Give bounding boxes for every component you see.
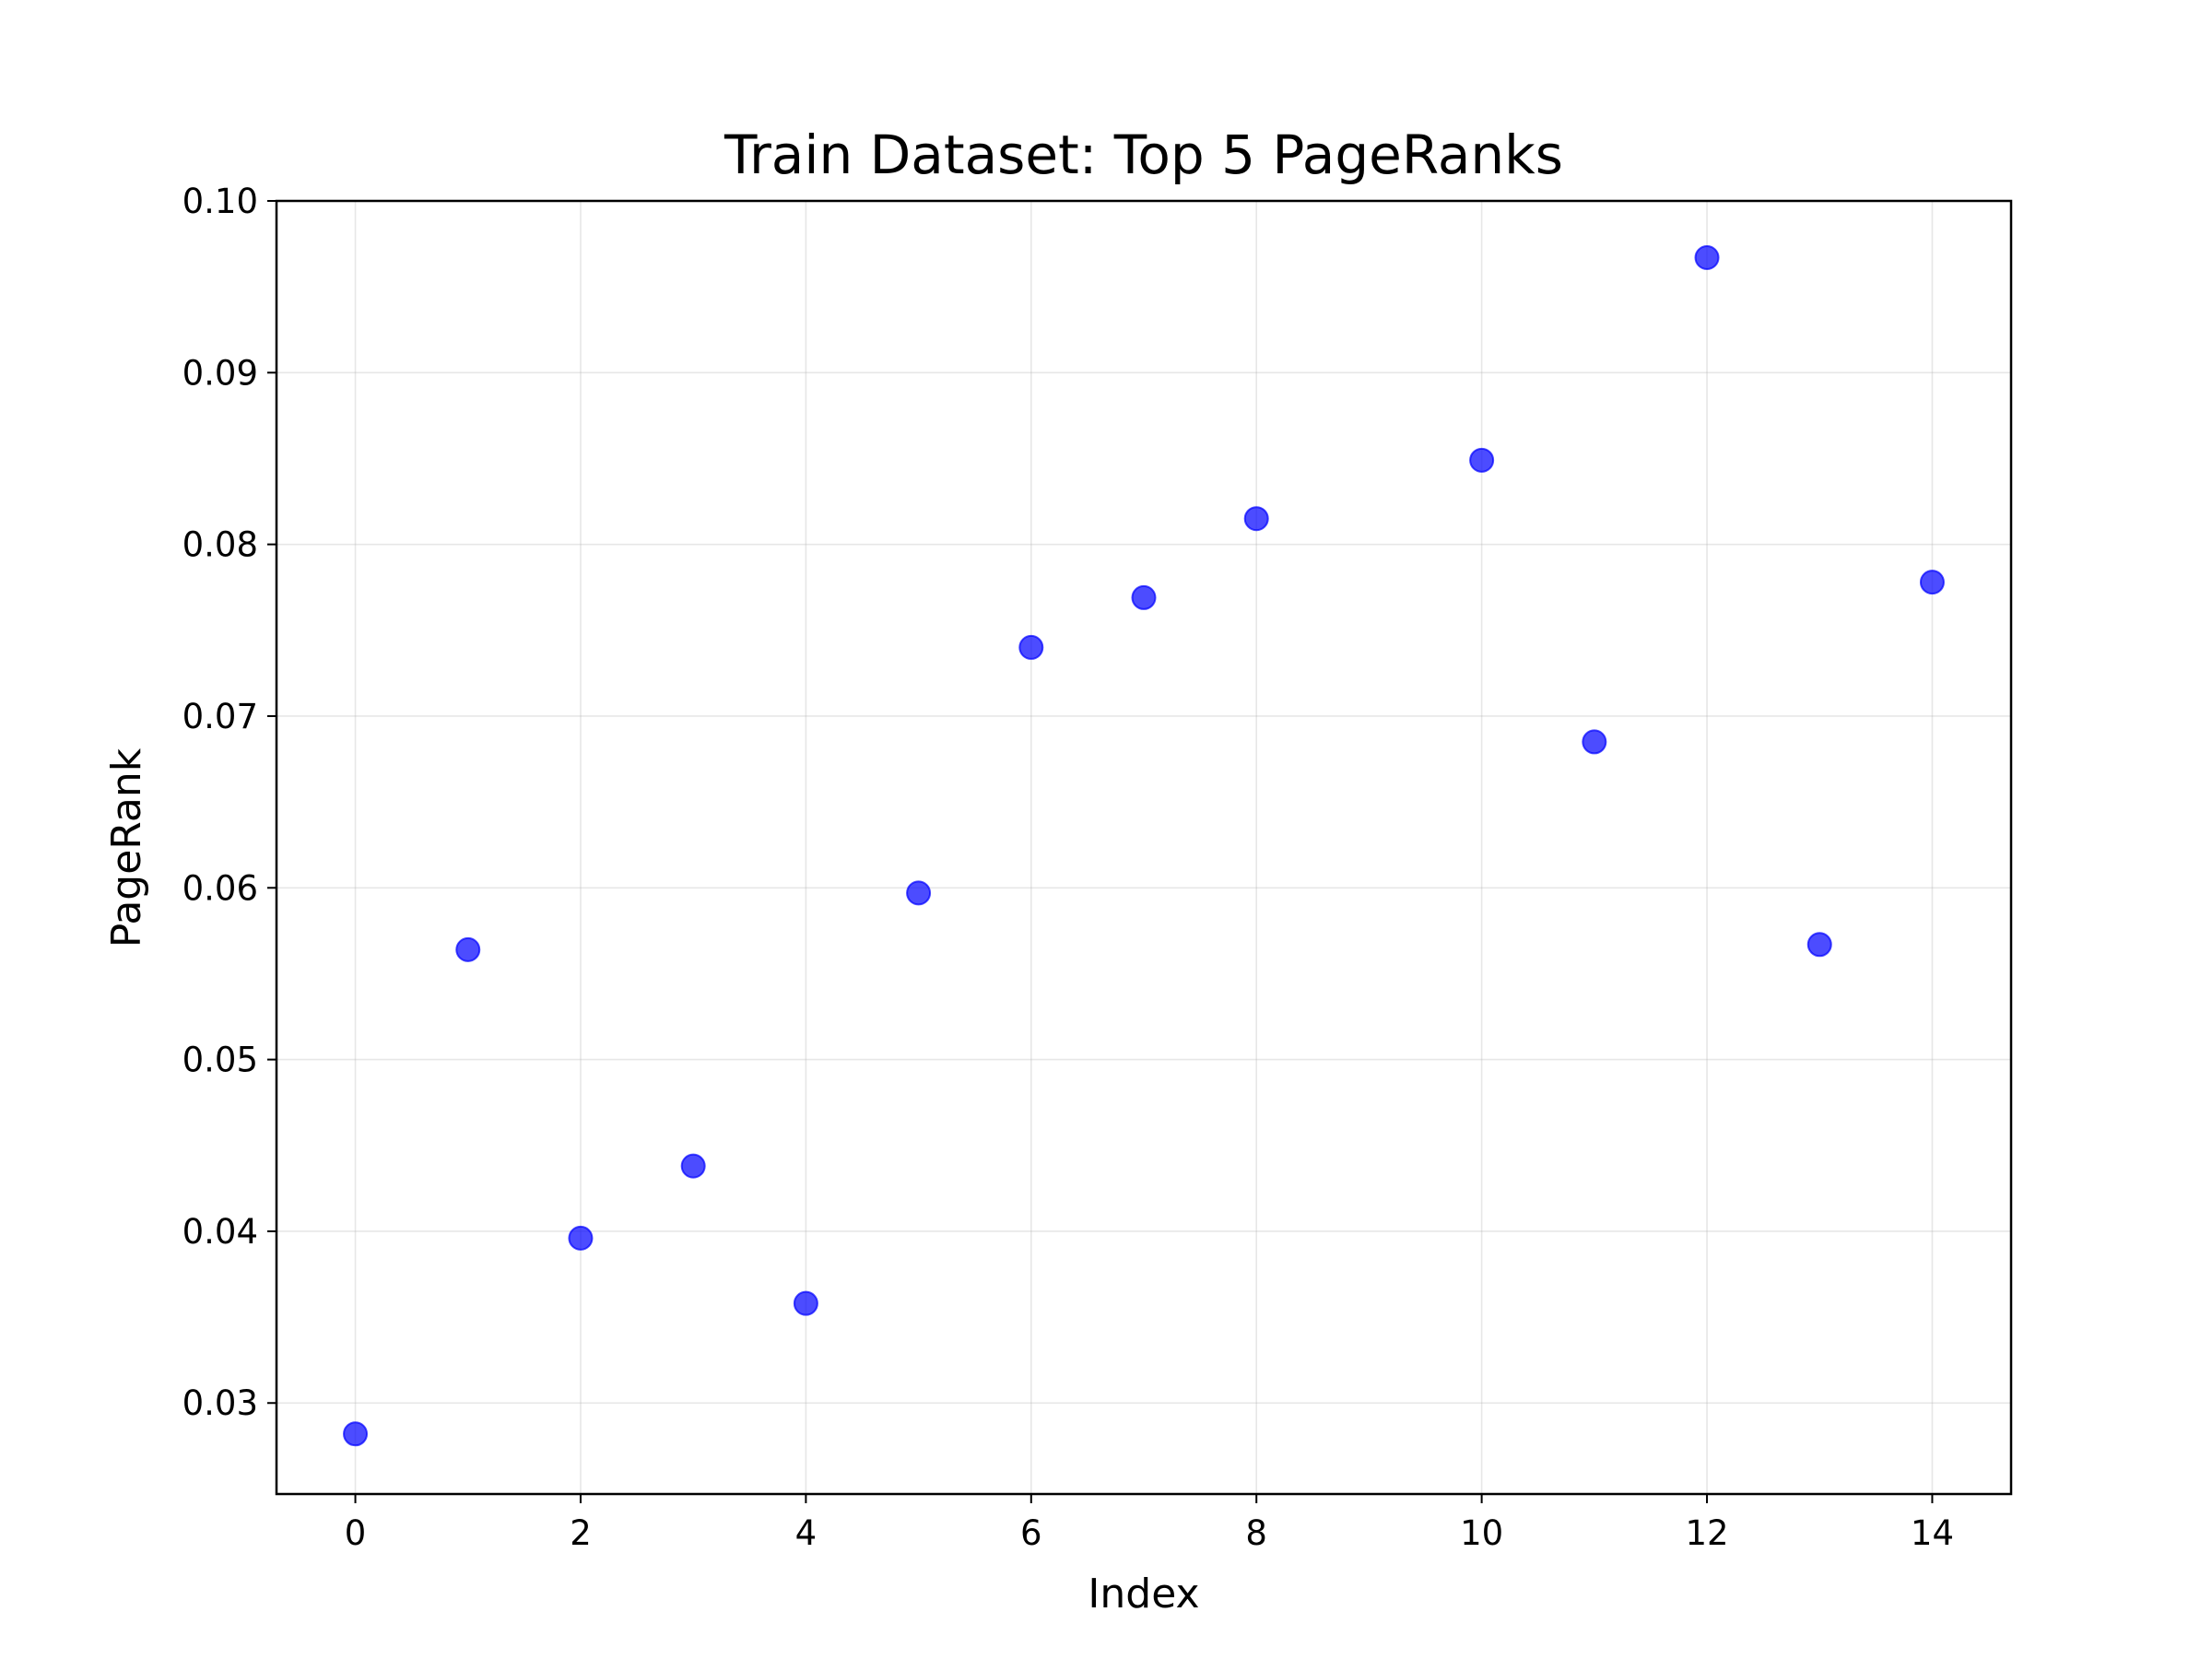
- x-tick-label: 12: [1685, 1513, 1728, 1553]
- y-tick-label: 0.10: [182, 182, 258, 221]
- y-tick-label: 0.06: [182, 868, 258, 908]
- y-tick-label: 0.09: [182, 353, 258, 393]
- data-point: [1806, 932, 1832, 958]
- x-axis-ticks: 0 2 4 6 8 10 12 14: [345, 1494, 1954, 1553]
- y-axis-ticks: 0.03 0.04 0.05 0.06 0.07 0.08 0.09 0.10: [182, 182, 276, 1423]
- x-tick-label: 10: [1460, 1513, 1503, 1553]
- chart-title: Train Dataset: Top 5 PageRanks: [724, 124, 1563, 186]
- y-axis-label: PageRank: [103, 747, 150, 947]
- data-point: [680, 1153, 706, 1179]
- x-tick-label: 8: [1245, 1513, 1267, 1553]
- x-tick-label: 0: [345, 1513, 367, 1553]
- data-point: [343, 1421, 369, 1447]
- y-tick-label: 0.03: [182, 1383, 258, 1423]
- data-point: [906, 880, 932, 906]
- x-axis-label: Index: [1088, 1571, 1199, 1618]
- y-tick-label: 0.08: [182, 525, 258, 565]
- data-point: [1469, 447, 1495, 473]
- data-point: [1131, 584, 1157, 610]
- data-point: [1243, 506, 1269, 532]
- data-point: [455, 936, 481, 962]
- data-point: [1582, 729, 1607, 755]
- plot-area-frame: [275, 199, 2013, 1496]
- data-point: [1919, 570, 1945, 595]
- data-point: [1018, 634, 1044, 660]
- data-point: [568, 1225, 594, 1251]
- x-tick-label: 6: [1020, 1513, 1042, 1553]
- grid: [276, 200, 2011, 1494]
- y-tick-label: 0.05: [182, 1041, 258, 1080]
- x-tick-label: 4: [795, 1513, 818, 1553]
- data-point: [1694, 244, 1720, 270]
- data-points: [343, 244, 1945, 1447]
- y-tick-label: 0.04: [182, 1212, 258, 1252]
- x-tick-label: 14: [1911, 1513, 1954, 1553]
- x-tick-label: 2: [570, 1513, 592, 1553]
- data-point: [793, 1290, 818, 1316]
- y-tick-label: 0.07: [182, 697, 258, 736]
